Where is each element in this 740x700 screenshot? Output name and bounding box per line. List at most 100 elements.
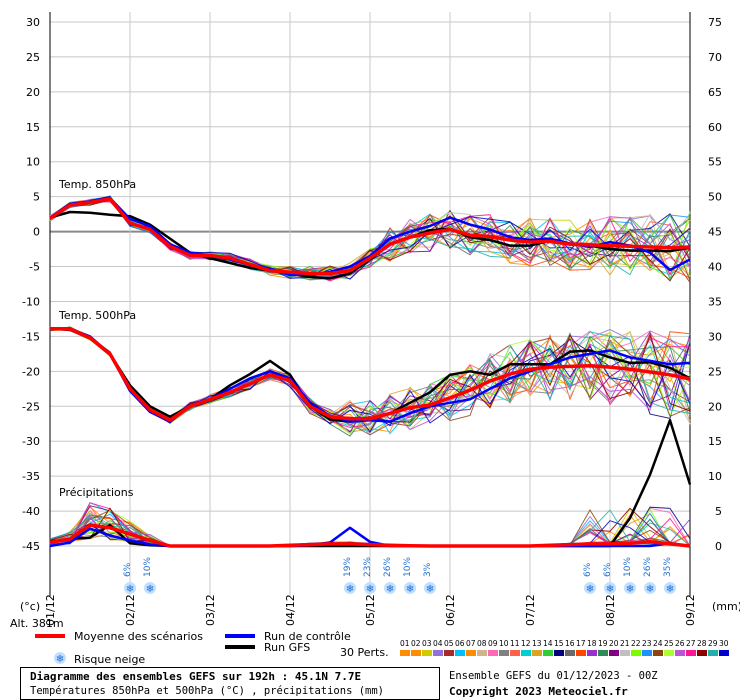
footer-run: Ensemble GEFS du 01/12/2023 - 00Z — [449, 670, 658, 682]
legend-control-label: Run de contrôle — [264, 630, 351, 643]
legend: Moyenne des scénarios Run de contrôle Ru… — [35, 630, 729, 666]
chart-grid — [49, 12, 691, 596]
pert-number: 04 — [433, 639, 443, 648]
pert-swatch — [587, 650, 597, 656]
pert-number: 26 — [675, 639, 685, 648]
right-tick-label: 20 — [708, 400, 722, 413]
snow-risk-percent: 26% — [383, 557, 393, 577]
pert-number: 28 — [697, 639, 707, 648]
snowflake-glyph: ❄ — [666, 584, 674, 595]
pert-swatch — [488, 650, 498, 656]
legend-mean-label: Moyenne des scénarios — [74, 630, 203, 643]
left-tick-label: -5 — [29, 261, 40, 274]
legend-pert-swatches: 01 02 03 04 05 06 07 08 09 10 11 12 13 14 15 16 17 18 19 20… — [400, 639, 729, 656]
pert-number: 24 — [653, 639, 663, 648]
chart-labels: Temp. 850hPa Temp. 500hPa Précipitations… — [10, 178, 740, 630]
x-tick-label: 01/12 — [44, 594, 57, 626]
snow-risk-marker: 10% ❄ — [623, 557, 636, 595]
left-tick-label: -45 — [22, 540, 40, 553]
pert-number: 21 — [620, 639, 630, 648]
footer-subtitle: Températures 850hPa et 500hPa (°C) , pré… — [30, 685, 385, 697]
pert-number: 25 — [664, 639, 674, 648]
left-tick-label: 5 — [33, 191, 40, 204]
pert-swatch — [455, 650, 465, 656]
pert-number: 12 — [521, 639, 531, 648]
pert-swatch — [620, 650, 630, 656]
snow-risk-percent: 6% — [603, 562, 613, 577]
left-tick-label: -35 — [22, 470, 40, 483]
left-tick-label: 20 — [26, 86, 40, 99]
x-tick-label: 06/12 — [444, 594, 457, 626]
snow-risk-marker: 10% ❄ — [143, 557, 156, 595]
pert-swatch — [499, 650, 509, 656]
pert-swatch — [411, 650, 421, 656]
snow-risk-marker: 26% ❄ — [643, 557, 656, 595]
pert-number: 16 — [565, 639, 575, 648]
pert-number: 19 — [598, 639, 608, 648]
snow-risk-marker: 23% ❄ — [363, 557, 376, 595]
pert-swatch — [598, 650, 608, 656]
right-tick-label: 40 — [708, 261, 722, 274]
pert-swatch — [631, 650, 641, 656]
snow-risk-percent: 3% — [423, 562, 433, 577]
left-tick-label: -30 — [22, 435, 40, 448]
snow-risk-markers: 6% ❄ 10% ❄ 19% ❄ 23% ❄ 26% ❄ 10% ❄ 3% ❄ 6% ❄ 6% ❄ 10% ❄ 26% ❄… — [123, 557, 676, 595]
pert-number: 29 — [708, 639, 718, 648]
t850-panel-label: Temp. 850hPa — [58, 178, 136, 191]
snowflake-icon — [624, 582, 636, 594]
pert-number: 30 — [719, 639, 729, 648]
snowflake-icon — [664, 582, 676, 594]
x-tick-label: 04/12 — [284, 594, 297, 626]
x-tick-label: 03/12 — [204, 594, 217, 626]
right-tick-label: 10 — [708, 470, 722, 483]
pert-swatch — [543, 650, 553, 656]
right-tick-label: 0 — [715, 540, 722, 553]
mean-t850-line — [49, 197, 691, 276]
snow-risk-percent: 19% — [343, 557, 353, 577]
snow-risk-percent: 6% — [583, 562, 593, 577]
pert-swatch — [466, 650, 476, 656]
pert-swatch — [422, 650, 432, 656]
left-tick-label: 0 — [33, 226, 40, 239]
right-tick-label: 50 — [708, 191, 722, 204]
left-tick-label: 30 — [26, 16, 40, 29]
snow-risk-marker: 35% ❄ — [663, 557, 676, 595]
pert-number: 18 — [587, 639, 597, 648]
pert-swatch — [433, 650, 443, 656]
pert-number: 10 — [499, 639, 509, 648]
pert-number: 22 — [631, 639, 641, 648]
right-tick-label: 15 — [708, 435, 722, 448]
right-tick-label: 30 — [708, 330, 722, 343]
snowflake-glyph: ❄ — [606, 584, 614, 595]
pert-swatch — [653, 650, 663, 656]
pert-swatch — [642, 650, 652, 656]
pert-swatch — [697, 650, 707, 656]
pert-number: 14 — [543, 639, 553, 648]
pert-swatch — [675, 650, 685, 656]
control-precip-line — [49, 526, 691, 548]
x-tick-label: 08/12 — [604, 594, 617, 626]
snowflake-icon — [344, 582, 356, 594]
snow-risk-percent: 10% — [623, 557, 633, 577]
pert-swatch — [532, 650, 542, 656]
right-tick-label: 45 — [708, 226, 722, 239]
pert-number: 09 — [488, 639, 498, 648]
pert-swatch — [554, 650, 564, 656]
pert-number: 13 — [532, 639, 542, 648]
pert-swatch — [686, 650, 696, 656]
right-tick-label: 60 — [708, 121, 722, 134]
x-tick-label: 02/12 — [124, 594, 137, 626]
pert-number: 08 — [477, 639, 487, 648]
snow-risk-percent: 6% — [123, 562, 133, 577]
pert-swatch — [510, 650, 520, 656]
main-series — [49, 196, 692, 548]
snow-risk-marker: 6% ❄ — [603, 562, 616, 595]
snowflake-icon — [604, 582, 616, 594]
snow-risk-marker: 6% ❄ — [583, 562, 596, 595]
pert-swatch — [664, 650, 674, 656]
snowflake-icon — [384, 582, 396, 594]
right-tick-label: 65 — [708, 86, 722, 99]
snow-risk-marker: 19% ❄ — [343, 557, 356, 595]
footer-title: Diagramme des ensembles GEFS sur 192h : … — [30, 670, 362, 683]
snow-risk-marker: 26% ❄ — [383, 557, 396, 595]
